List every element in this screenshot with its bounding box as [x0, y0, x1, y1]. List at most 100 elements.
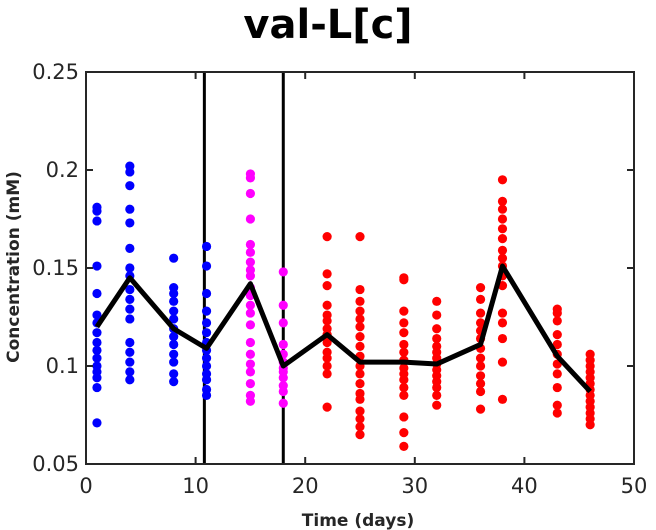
data-point	[169, 288, 179, 299]
data-point	[497, 175, 508, 185]
data-point	[245, 379, 255, 389]
data-point	[552, 316, 562, 326]
data-point	[322, 402, 332, 412]
data-point	[201, 390, 212, 400]
data-point	[432, 382, 442, 393]
data-point	[497, 253, 508, 263]
data-point	[169, 253, 179, 263]
data-point	[125, 367, 135, 377]
data-point	[245, 300, 255, 310]
data-point	[125, 375, 135, 385]
vertical-markers	[202, 72, 285, 464]
data-point	[169, 369, 179, 379]
data-point	[497, 333, 508, 344]
data-point	[432, 333, 442, 344]
data-point	[125, 304, 135, 314]
data-point	[92, 216, 102, 226]
data-point	[201, 241, 212, 252]
y-tick-label: 0.05	[32, 452, 79, 476]
data-point	[399, 428, 409, 438]
data-point	[169, 296, 179, 306]
data-point	[125, 314, 135, 324]
y-axis-label: Concentration (mM)	[4, 171, 24, 363]
data-point	[201, 353, 212, 363]
x-axis-label: Time (days)	[302, 511, 414, 530]
x-tick-label: 20	[292, 474, 319, 498]
data-point	[322, 281, 332, 291]
data-point	[355, 332, 365, 342]
data-point	[475, 404, 486, 414]
data-point	[92, 310, 102, 320]
data-point	[169, 349, 179, 359]
data-point	[201, 375, 212, 385]
data-point	[432, 310, 442, 320]
data-point	[399, 412, 409, 422]
data-point	[201, 361, 212, 371]
data-point	[432, 324, 442, 334]
data-point	[475, 361, 486, 371]
data-point	[475, 353, 486, 363]
mean-line-group	[94, 263, 592, 394]
data-point	[169, 377, 179, 387]
data-point	[125, 284, 135, 295]
data-point	[497, 224, 508, 234]
y-tick-label: 0.25	[32, 60, 79, 84]
data-point	[475, 283, 486, 293]
mean-line	[94, 263, 592, 394]
data-point	[92, 261, 102, 271]
data-point	[355, 296, 365, 306]
data-point	[355, 406, 365, 416]
data-point	[201, 261, 212, 271]
data-point	[322, 269, 332, 279]
data-point	[355, 379, 365, 389]
data-point	[125, 243, 135, 253]
data-point	[125, 218, 135, 228]
data-point	[552, 408, 562, 418]
data-point	[201, 306, 212, 316]
data-point	[552, 308, 562, 318]
data-point	[355, 306, 365, 316]
y-axis-ticks: 0.05 0.1 0.15 0.2 0.25	[32, 60, 634, 476]
data-point	[201, 318, 212, 328]
data-point	[169, 314, 179, 324]
data-point	[552, 330, 562, 340]
data-point	[399, 375, 409, 385]
data-point	[355, 430, 365, 440]
data-point	[497, 394, 508, 404]
data-point	[399, 390, 409, 400]
data-point	[399, 382, 409, 393]
data-point	[322, 300, 332, 310]
data-point	[278, 318, 288, 328]
data-point	[475, 386, 486, 397]
data-point	[355, 314, 365, 324]
data-point	[322, 316, 332, 326]
x-tick-label: 10	[182, 474, 209, 498]
y-tick-label: 0.15	[32, 256, 79, 280]
data-point	[92, 345, 102, 355]
data-point	[355, 394, 365, 404]
data-point	[399, 339, 409, 350]
data-point	[399, 318, 409, 328]
data-point	[552, 369, 562, 379]
data-point	[355, 369, 365, 379]
data-point	[92, 328, 102, 338]
data-point	[399, 275, 409, 285]
data-point	[125, 167, 135, 177]
data-point	[201, 288, 212, 299]
data-point	[497, 318, 508, 328]
data-point	[201, 328, 212, 338]
data-point	[497, 308, 508, 318]
x-tick-label: 0	[79, 474, 92, 498]
data-point	[92, 418, 102, 428]
x-tick-label: 40	[511, 474, 538, 498]
data-point	[497, 357, 508, 367]
y-tick-label: 0.2	[46, 158, 79, 182]
data-point	[245, 271, 255, 281]
data-point	[278, 398, 288, 408]
data-point	[497, 204, 508, 214]
data-point	[355, 284, 365, 295]
data-point	[92, 288, 102, 299]
data-point	[432, 400, 442, 410]
data-point	[245, 367, 255, 377]
plot-border	[85, 71, 635, 465]
